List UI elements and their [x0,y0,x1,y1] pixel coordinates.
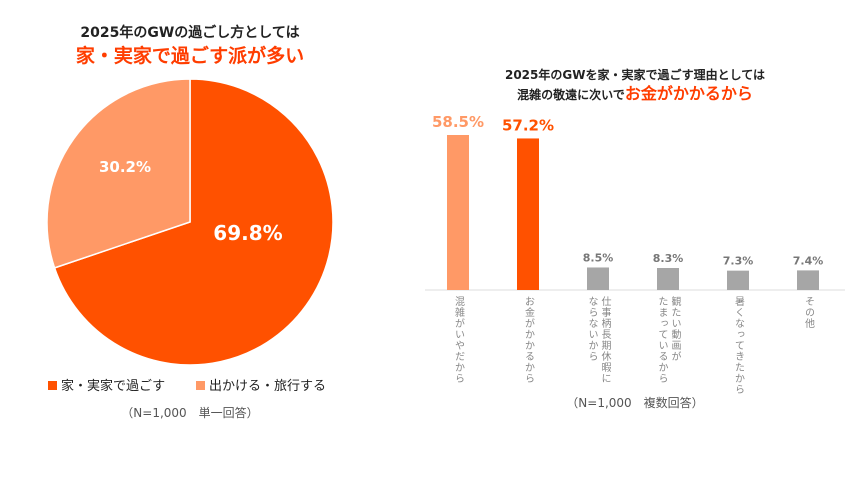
legend-item-home: 家・実家で過ごす [48,375,165,394]
pie-slice-label: 69.8% [213,221,282,245]
bar-subtitle: 混雑の敬遠に次いでお金がかかるから [420,80,850,104]
bar [517,138,539,290]
category-label: 暑くなってきたから [732,296,744,395]
legend-swatch [48,381,57,390]
bar [657,268,679,290]
bar [727,270,749,290]
legend-label: 家・実家で過ごす [61,379,166,394]
category-label: その他 [802,296,814,329]
legend-item-travel: 出かける・旅行する [196,375,326,394]
legend-swatch [196,381,205,390]
category-label: 観たい動画が たまっているから [656,296,680,384]
bar-note: （N=1,000 複数回答） [566,396,704,410]
pie-note: （N=1,000 単一回答） [121,406,259,420]
pie-slice [53,78,334,366]
bar-value-label: 57.2% [502,116,554,134]
bar-value-label: 8.3% [653,252,684,265]
bar-value-label: 7.4% [793,254,824,267]
legend-label: 出かける・旅行する [209,379,327,394]
bar [797,270,819,290]
bar-subtitle-prefix: 混雑の敬遠に次いで [517,88,625,102]
bar-subtitle-accent: お金がかかるから [624,84,753,103]
bar [447,135,469,290]
pie-title: 2025年のGWの過ごし方としては [80,25,300,41]
category-label: 仕事柄長期休暇に ならないから [586,296,610,384]
bar-value-label: 8.5% [583,251,614,264]
category-label: お金がかかるから [522,296,534,384]
bar [587,267,609,290]
pie-subtitle: 家・実家で過ごす派が多い [75,45,305,67]
bar-title: 2025年のGWを家・実家で過ごす理由としては [504,68,765,82]
category-label: 混雑がいやだから [452,296,464,384]
bar-value-label: 7.3% [723,255,754,268]
bar-value-label: 58.5% [432,113,484,131]
pie-slice [46,78,191,269]
pie-slice-label: 30.2% [99,158,151,176]
